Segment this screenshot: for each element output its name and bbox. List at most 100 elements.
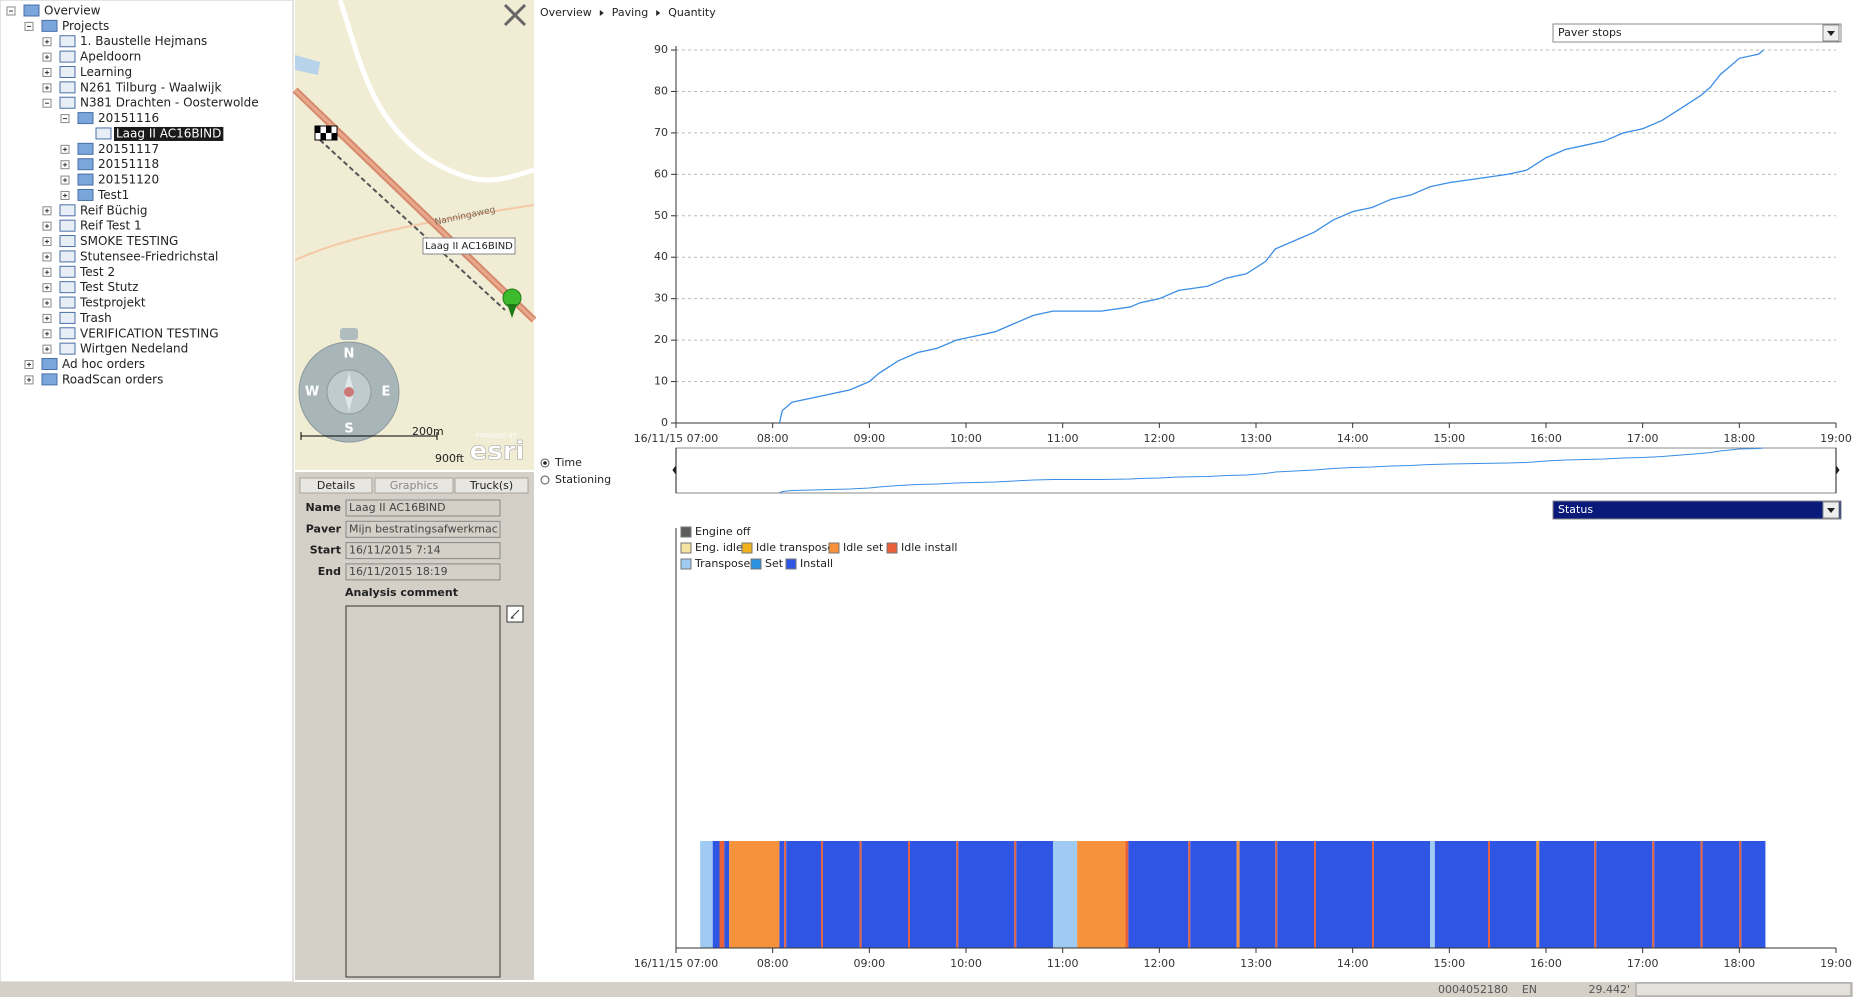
tree-item[interactable]: Testprojekt — [79, 296, 146, 310]
tree-item[interactable]: Ad hoc orders — [62, 357, 145, 371]
compass-letter: N — [344, 347, 355, 362]
water — [295, 55, 320, 75]
scale-imperial: 900ft — [435, 452, 465, 465]
status-segment — [1739, 841, 1742, 948]
status-segment — [861, 841, 908, 948]
road — [294, 204, 535, 261]
field-box[interactable] — [345, 499, 501, 517]
dropdown[interactable] — [1552, 23, 1842, 43]
x-tick-label: 17:00 — [1627, 957, 1659, 970]
breadcrumb-item[interactable]: Quantity — [668, 6, 716, 19]
tree-item[interactable]: Overview — [44, 4, 101, 18]
tree-item[interactable]: N261 Tilburg - Waalwijk — [80, 80, 221, 94]
legend-swatch — [785, 558, 797, 570]
tools-icon[interactable] — [503, 3, 527, 27]
radio-label[interactable]: Stationing — [555, 473, 611, 486]
field-box[interactable] — [345, 563, 501, 581]
legend-label: Idle transpose — [756, 541, 834, 554]
folder-icon — [77, 188, 94, 201]
map-panel[interactable]: Nanningaweg Laag II AC16BIND — [292, 0, 537, 470]
x-tick-label: 09:00 — [853, 957, 885, 970]
item-icon — [59, 81, 76, 94]
legend-label: Idle set — [843, 541, 884, 554]
radio-label[interactable]: Time — [554, 456, 582, 469]
status-segment — [724, 841, 730, 948]
expander-sign — [45, 270, 49, 275]
tab-label[interactable]: Details — [317, 479, 355, 492]
legend-label: Eng. idle — [695, 541, 743, 554]
breadcrumb-item[interactable]: Paving — [612, 6, 648, 19]
expander-sign — [45, 208, 49, 213]
tab-label[interactable]: Truck(s) — [469, 479, 513, 492]
tree-item[interactable]: 20151118 — [98, 157, 159, 171]
tree-item[interactable]: 20151117 — [98, 142, 159, 156]
x-tick-label: 13:00 — [1240, 432, 1272, 445]
comment-label: Analysis comment — [345, 586, 458, 599]
status-segment — [786, 841, 821, 948]
field-box[interactable] — [345, 520, 501, 538]
legend-swatch — [680, 542, 692, 554]
legend-label: Transpose — [694, 557, 751, 570]
tree-item[interactable]: N381 Drachten - Oosterwolde — [80, 96, 259, 110]
tree-item[interactable]: Test1 — [97, 188, 129, 202]
tree-item[interactable]: Wirtgen Nedeland — [80, 342, 188, 356]
compass-pivot — [344, 387, 354, 397]
tree-item[interactable]: Reif Test 1 — [80, 219, 142, 233]
tree-item[interactable]: Reif Büchig — [80, 203, 148, 217]
tree-item[interactable]: 1. Baustelle Hejmans — [80, 34, 207, 48]
item-icon — [59, 281, 76, 294]
tree-item[interactable]: 20151116 — [98, 111, 159, 125]
tree-item[interactable]: Stutensee-Friedrichstal — [80, 249, 218, 263]
x-tick-label: 19:00 — [1820, 432, 1852, 445]
tree-item[interactable]: 20151120 — [98, 173, 159, 187]
status-segment — [1539, 841, 1595, 948]
tree-item[interactable]: SMOKE TESTING — [80, 234, 178, 248]
radio[interactable] — [540, 475, 550, 485]
tree-item[interactable]: Apeldoorn — [80, 50, 141, 64]
x-tick-label: 13:00 — [1240, 957, 1272, 970]
field-box[interactable] — [345, 542, 501, 560]
tree-item[interactable]: Trash — [79, 311, 112, 325]
folder-icon — [77, 112, 94, 125]
comment-box[interactable] — [345, 605, 501, 978]
tree-item[interactable]: Learning — [80, 65, 132, 79]
tree-panel — [0, 0, 294, 983]
overview-strip[interactable] — [675, 447, 1837, 494]
expander-sign — [45, 316, 49, 321]
tree-item[interactable]: VERIFICATION TESTING — [80, 326, 219, 340]
legend-label: Set — [765, 557, 784, 570]
x-tick-label: 16/11/15 07:00 — [634, 957, 719, 970]
tree-item[interactable]: Test 2 — [79, 265, 115, 279]
tab[interactable] — [454, 477, 529, 494]
item-icon — [59, 296, 76, 309]
dropdown-value[interactable]: Paver stops — [1558, 26, 1622, 39]
tree-item[interactable]: Projects — [62, 19, 109, 33]
expander-sign — [45, 39, 49, 44]
dropdown[interactable] — [1552, 500, 1842, 520]
expander-sign — [45, 331, 49, 336]
dropdown-value[interactable]: Status — [1558, 503, 1593, 516]
compass-letter: E — [382, 385, 391, 400]
tab[interactable] — [299, 477, 373, 494]
tree-item[interactable]: Test Stutz — [79, 280, 138, 294]
x-tick-label: 12:00 — [1143, 957, 1175, 970]
status-segment — [1652, 841, 1655, 948]
item-icon — [59, 50, 76, 63]
tree-item-selected[interactable]: Laag II AC16BIND — [116, 126, 221, 140]
x-tick-label: 15:00 — [1433, 957, 1465, 970]
breadcrumb-item[interactable]: Overview — [540, 6, 592, 19]
x-tick-label: 16:00 — [1530, 432, 1562, 445]
tab-label[interactable]: Graphics — [390, 479, 439, 492]
tree-item[interactable]: RoadScan orders — [62, 372, 163, 386]
y-tick-label: 60 — [654, 167, 668, 180]
pan-button[interactable] — [340, 328, 358, 340]
legend-swatch — [886, 542, 898, 554]
expander-sign — [45, 347, 49, 352]
x-tick-label: 10:00 — [950, 432, 982, 445]
overview-handle[interactable] — [672, 448, 1840, 493]
status-segment — [1536, 841, 1540, 948]
edit-icon — [510, 609, 520, 619]
status-segment — [822, 841, 860, 948]
tab[interactable] — [374, 477, 454, 494]
radio-dot — [543, 461, 547, 465]
